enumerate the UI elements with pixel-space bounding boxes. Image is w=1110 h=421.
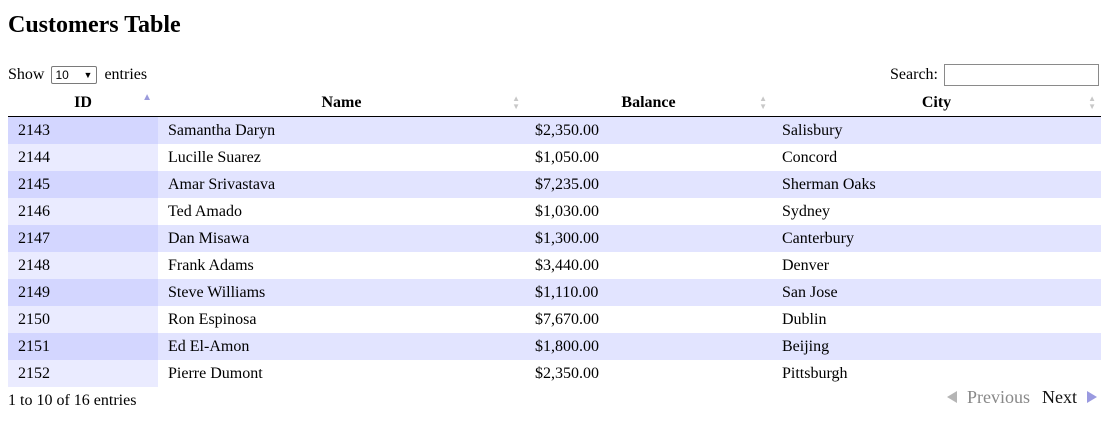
next-label: Next [1042, 387, 1077, 407]
id-cell: 2147 [8, 225, 158, 252]
table-row: 2152 Pierre Dumont $2,350.00 Pittsburgh [8, 360, 1101, 387]
name-cell: Pierre Dumont [158, 360, 525, 387]
column-header-balance[interactable]: Balance ▲ ▼ [525, 90, 772, 117]
table-row: 2147 Dan Misawa $1,300.00 Canterbury [8, 225, 1101, 252]
search-input[interactable] [944, 64, 1099, 86]
sort-both-icon: ▲ ▼ [759, 94, 767, 111]
id-cell: 2143 [8, 116, 158, 144]
column-header-label: Name [321, 94, 362, 111]
sort-both-icon: ▲ ▼ [512, 94, 520, 111]
city-cell: Beijing [772, 333, 1101, 360]
table-header-row: ID ▲ Name ▲ ▼ Balance ▲ ▼ City ▲ ▼ [8, 90, 1101, 117]
table-row: 2143 Samantha Daryn $2,350.00 Salisbury [8, 116, 1101, 144]
name-cell: Lucille Suarez [158, 144, 525, 171]
city-cell: Concord [772, 144, 1101, 171]
city-cell: Sherman Oaks [772, 171, 1101, 198]
entries-per-page-value: 10 [55, 68, 69, 82]
city-cell: Salisbury [772, 116, 1101, 144]
name-cell: Dan Misawa [158, 225, 525, 252]
name-cell: Amar Srivastava [158, 171, 525, 198]
pagination: Previous Next [947, 386, 1097, 408]
arrow-left-icon [947, 391, 957, 403]
balance-cell: $3,440.00 [525, 252, 772, 279]
name-cell: Ed El-Amon [158, 333, 525, 360]
id-cell: 2144 [8, 144, 158, 171]
balance-cell: $2,350.00 [525, 116, 772, 144]
balance-cell: $1,300.00 [525, 225, 772, 252]
city-cell: Canterbury [772, 225, 1101, 252]
id-cell: 2148 [8, 252, 158, 279]
id-cell: 2149 [8, 279, 158, 306]
city-cell: Denver [772, 252, 1101, 279]
city-cell: Sydney [772, 198, 1101, 225]
id-cell: 2145 [8, 171, 158, 198]
entries-per-page-select[interactable]: 10 ▼ [51, 66, 98, 84]
city-cell: Dublin [772, 306, 1101, 333]
sort-both-icon: ▲ ▼ [1088, 94, 1096, 111]
column-header-city[interactable]: City ▲ ▼ [772, 90, 1101, 117]
id-cell: 2152 [8, 360, 158, 387]
entries-label: entries [104, 66, 148, 83]
column-header-label: Balance [621, 94, 676, 111]
page-title: Customers Table [8, 12, 181, 38]
balance-cell: $2,350.00 [525, 360, 772, 387]
name-cell: Frank Adams [158, 252, 525, 279]
chevron-down-icon: ▼ [83, 70, 93, 80]
table-row: 2150 Ron Espinosa $7,670.00 Dublin [8, 306, 1101, 333]
entries-length-control: Show 10 ▼ entries [8, 64, 147, 86]
column-header-label: ID [74, 94, 92, 111]
next-button[interactable]: Next [1042, 386, 1097, 408]
column-header-name[interactable]: Name ▲ ▼ [158, 90, 525, 117]
id-cell: 2146 [8, 198, 158, 225]
previous-label: Previous [967, 387, 1030, 407]
balance-cell: $7,235.00 [525, 171, 772, 198]
sort-ascending-icon: ▲ [142, 92, 152, 103]
search-label: Search: [890, 66, 938, 83]
table-row: 2145 Amar Srivastava $7,235.00 Sherman O… [8, 171, 1101, 198]
city-cell: Pittsburgh [772, 360, 1101, 387]
balance-cell: $7,670.00 [525, 306, 772, 333]
city-cell: San Jose [772, 279, 1101, 306]
table-row: 2148 Frank Adams $3,440.00 Denver [8, 252, 1101, 279]
id-cell: 2150 [8, 306, 158, 333]
table-row: 2144 Lucille Suarez $1,050.00 Concord [8, 144, 1101, 171]
search-control: Search: [890, 64, 1099, 86]
name-cell: Ted Amado [158, 198, 525, 225]
table-row: 2149 Steve Williams $1,110.00 San Jose [8, 279, 1101, 306]
balance-cell: $1,030.00 [525, 198, 772, 225]
balance-cell: $1,800.00 [525, 333, 772, 360]
id-cell: 2151 [8, 333, 158, 360]
name-cell: Samantha Daryn [158, 116, 525, 144]
arrow-right-icon [1087, 391, 1097, 403]
balance-cell: $1,050.00 [525, 144, 772, 171]
name-cell: Steve Williams [158, 279, 525, 306]
column-header-id[interactable]: ID ▲ [8, 90, 158, 117]
table-row: 2146 Ted Amado $1,030.00 Sydney [8, 198, 1101, 225]
column-header-label: City [921, 94, 952, 111]
table-info: 1 to 10 of 16 entries [8, 392, 137, 409]
name-cell: Ron Espinosa [158, 306, 525, 333]
balance-cell: $1,110.00 [525, 279, 772, 306]
customers-table: ID ▲ Name ▲ ▼ Balance ▲ ▼ City ▲ ▼ 2143 Sam… [8, 90, 1101, 387]
previous-button[interactable]: Previous [947, 386, 1030, 408]
show-label: Show [8, 66, 45, 83]
table-row: 2151 Ed El-Amon $1,800.00 Beijing [8, 333, 1101, 360]
